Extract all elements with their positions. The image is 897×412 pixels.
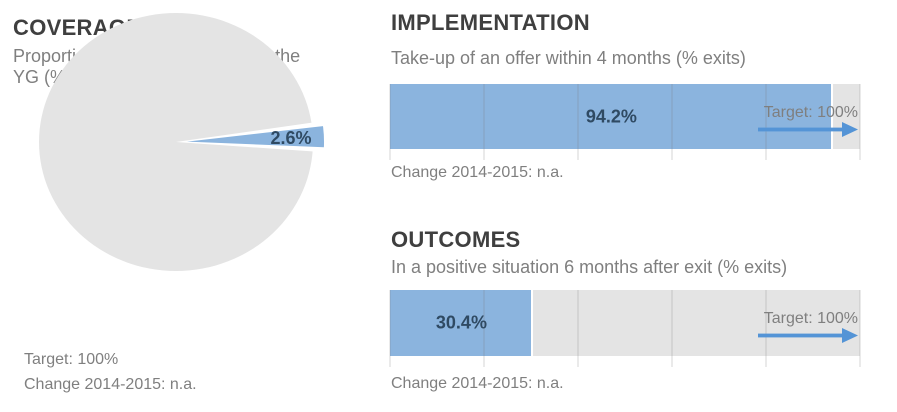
- pie-slice-value: [187, 126, 325, 148]
- outcomes-target-label: Target: 100%: [763, 310, 858, 327]
- implementation-target-label: Target: 100%: [763, 104, 858, 121]
- coverage-change-note: Change 2014-2015: n.a.: [24, 376, 197, 393]
- outcomes-change-note: Change 2014-2015: n.a.: [391, 375, 564, 392]
- bar-gridline: [671, 290, 673, 367]
- coverage-target-note: Target: 100%: [24, 351, 119, 368]
- bar-gridline: [859, 290, 861, 367]
- coverage-pie-chart: 2.6%: [39, 13, 347, 271]
- implementation-title: IMPLEMENTATION: [391, 10, 590, 35]
- outcomes-bar-track: 30.4% Target: 100%: [389, 290, 861, 367]
- bar-gridline: [859, 84, 861, 160]
- bar-gridline: [483, 84, 485, 160]
- bar-gridline: [577, 290, 579, 367]
- outcomes-value-label: 30.4%: [435, 312, 487, 333]
- bar-gridline: [483, 290, 485, 367]
- implementation-change-note: Change 2014-2015: n.a.: [391, 164, 564, 181]
- bar-gridline: [765, 84, 767, 160]
- outcomes-bar-fill: [390, 290, 533, 356]
- pie-value-label: 2.6%: [270, 128, 311, 148]
- implementation-bar-track: 94.2% Target: 100%: [389, 84, 861, 160]
- bar-gridline: [765, 290, 767, 367]
- implementation-bar-fill: [390, 84, 833, 149]
- implementation-subtitle: Take-up of an offer within 4 months (% e…: [391, 48, 746, 68]
- outcomes-subtitle: In a positive situation 6 months after e…: [391, 257, 788, 277]
- outcomes-title: OUTCOMES: [391, 227, 521, 252]
- bar-gridline: [577, 84, 579, 160]
- implementation-value-label: 94.2%: [585, 106, 637, 126]
- bar-gridline: [671, 84, 673, 160]
- bar-gridline: [389, 84, 391, 160]
- target-arrow-icon: [758, 328, 858, 343]
- target-arrow-icon: [758, 122, 858, 137]
- bar-gridline: [389, 290, 391, 367]
